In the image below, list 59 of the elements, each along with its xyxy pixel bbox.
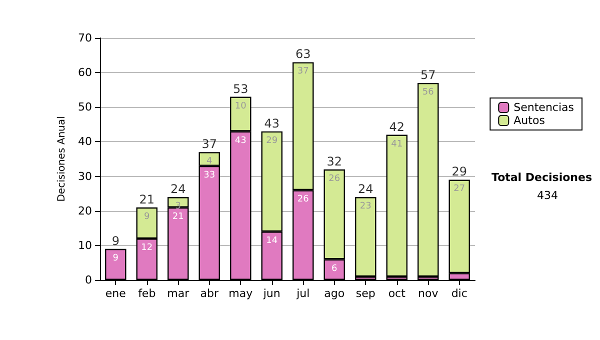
y-tick-label: 20 <box>78 204 92 218</box>
total-label: 24 <box>170 182 186 196</box>
y-tick-label: 50 <box>78 100 92 114</box>
x-tick-label: feb <box>138 287 156 300</box>
legend-label: Sentencias <box>514 101 574 114</box>
total-label: 29 <box>452 164 468 179</box>
bar <box>418 82 439 277</box>
total-label: 57 <box>420 68 436 82</box>
total-label: 21 <box>139 192 155 206</box>
data-label: 29 <box>266 136 278 146</box>
y-tick-label: 30 <box>78 170 92 183</box>
y-tick-label: 40 <box>78 135 92 148</box>
total-label: 32 <box>326 154 342 168</box>
data-label: 10 <box>234 101 247 112</box>
x-tick-label: nov <box>418 287 439 300</box>
legend-label: Autos <box>514 114 546 127</box>
data-label: 6 <box>332 264 338 274</box>
y-axis-title: Decisiones Anual <box>56 116 68 202</box>
data-label: 41 <box>391 139 403 150</box>
data-label: 9 <box>112 253 119 264</box>
data-label: 14 <box>266 236 278 246</box>
data-label: 21 <box>172 212 184 222</box>
data-label: 27 <box>454 184 466 194</box>
text: 434 <box>537 189 558 202</box>
x-tick-label: abr <box>200 287 219 300</box>
x-tick-label: ene <box>105 287 126 300</box>
bar <box>355 197 376 277</box>
y-tick-label: 70 <box>78 32 92 44</box>
y-tick-label: 10 <box>78 238 92 252</box>
x-tick-label: may <box>228 287 254 300</box>
data-label: 37 <box>297 66 309 77</box>
text: Total Decisiones <box>492 171 592 184</box>
total-label: 53 <box>232 82 248 96</box>
data-label: 56 <box>422 87 434 98</box>
x-tick-label: mar <box>167 287 190 300</box>
x-tick-label: jul <box>296 287 310 300</box>
total-label: 42 <box>389 120 405 134</box>
data-label: 23 <box>360 202 372 212</box>
data-label: 9 <box>144 212 150 222</box>
x-tick-label: jun <box>262 287 280 300</box>
total-label: 43 <box>264 116 280 130</box>
x-tick-label: ago <box>324 287 345 300</box>
total-label: 63 <box>295 47 311 62</box>
data-label: 4 <box>206 156 213 167</box>
x-tick-label: dic <box>451 287 468 300</box>
data-label: 26 <box>297 194 310 205</box>
total-label: 24 <box>358 182 374 196</box>
y-tick-label: 60 <box>78 66 92 80</box>
data-label: 12 <box>141 243 153 254</box>
total-label: 9 <box>112 234 120 248</box>
data-label: 33 <box>204 170 216 180</box>
total-label: 37 <box>202 137 218 152</box>
data-label: 43 <box>234 136 246 146</box>
x-tick-label: oct <box>388 287 406 300</box>
x-tick-label: sep <box>356 287 376 300</box>
y-tick-label: 0 <box>85 274 92 286</box>
data-label: 26 <box>328 174 340 184</box>
bar <box>386 134 408 277</box>
data-label: 3 <box>175 202 181 212</box>
